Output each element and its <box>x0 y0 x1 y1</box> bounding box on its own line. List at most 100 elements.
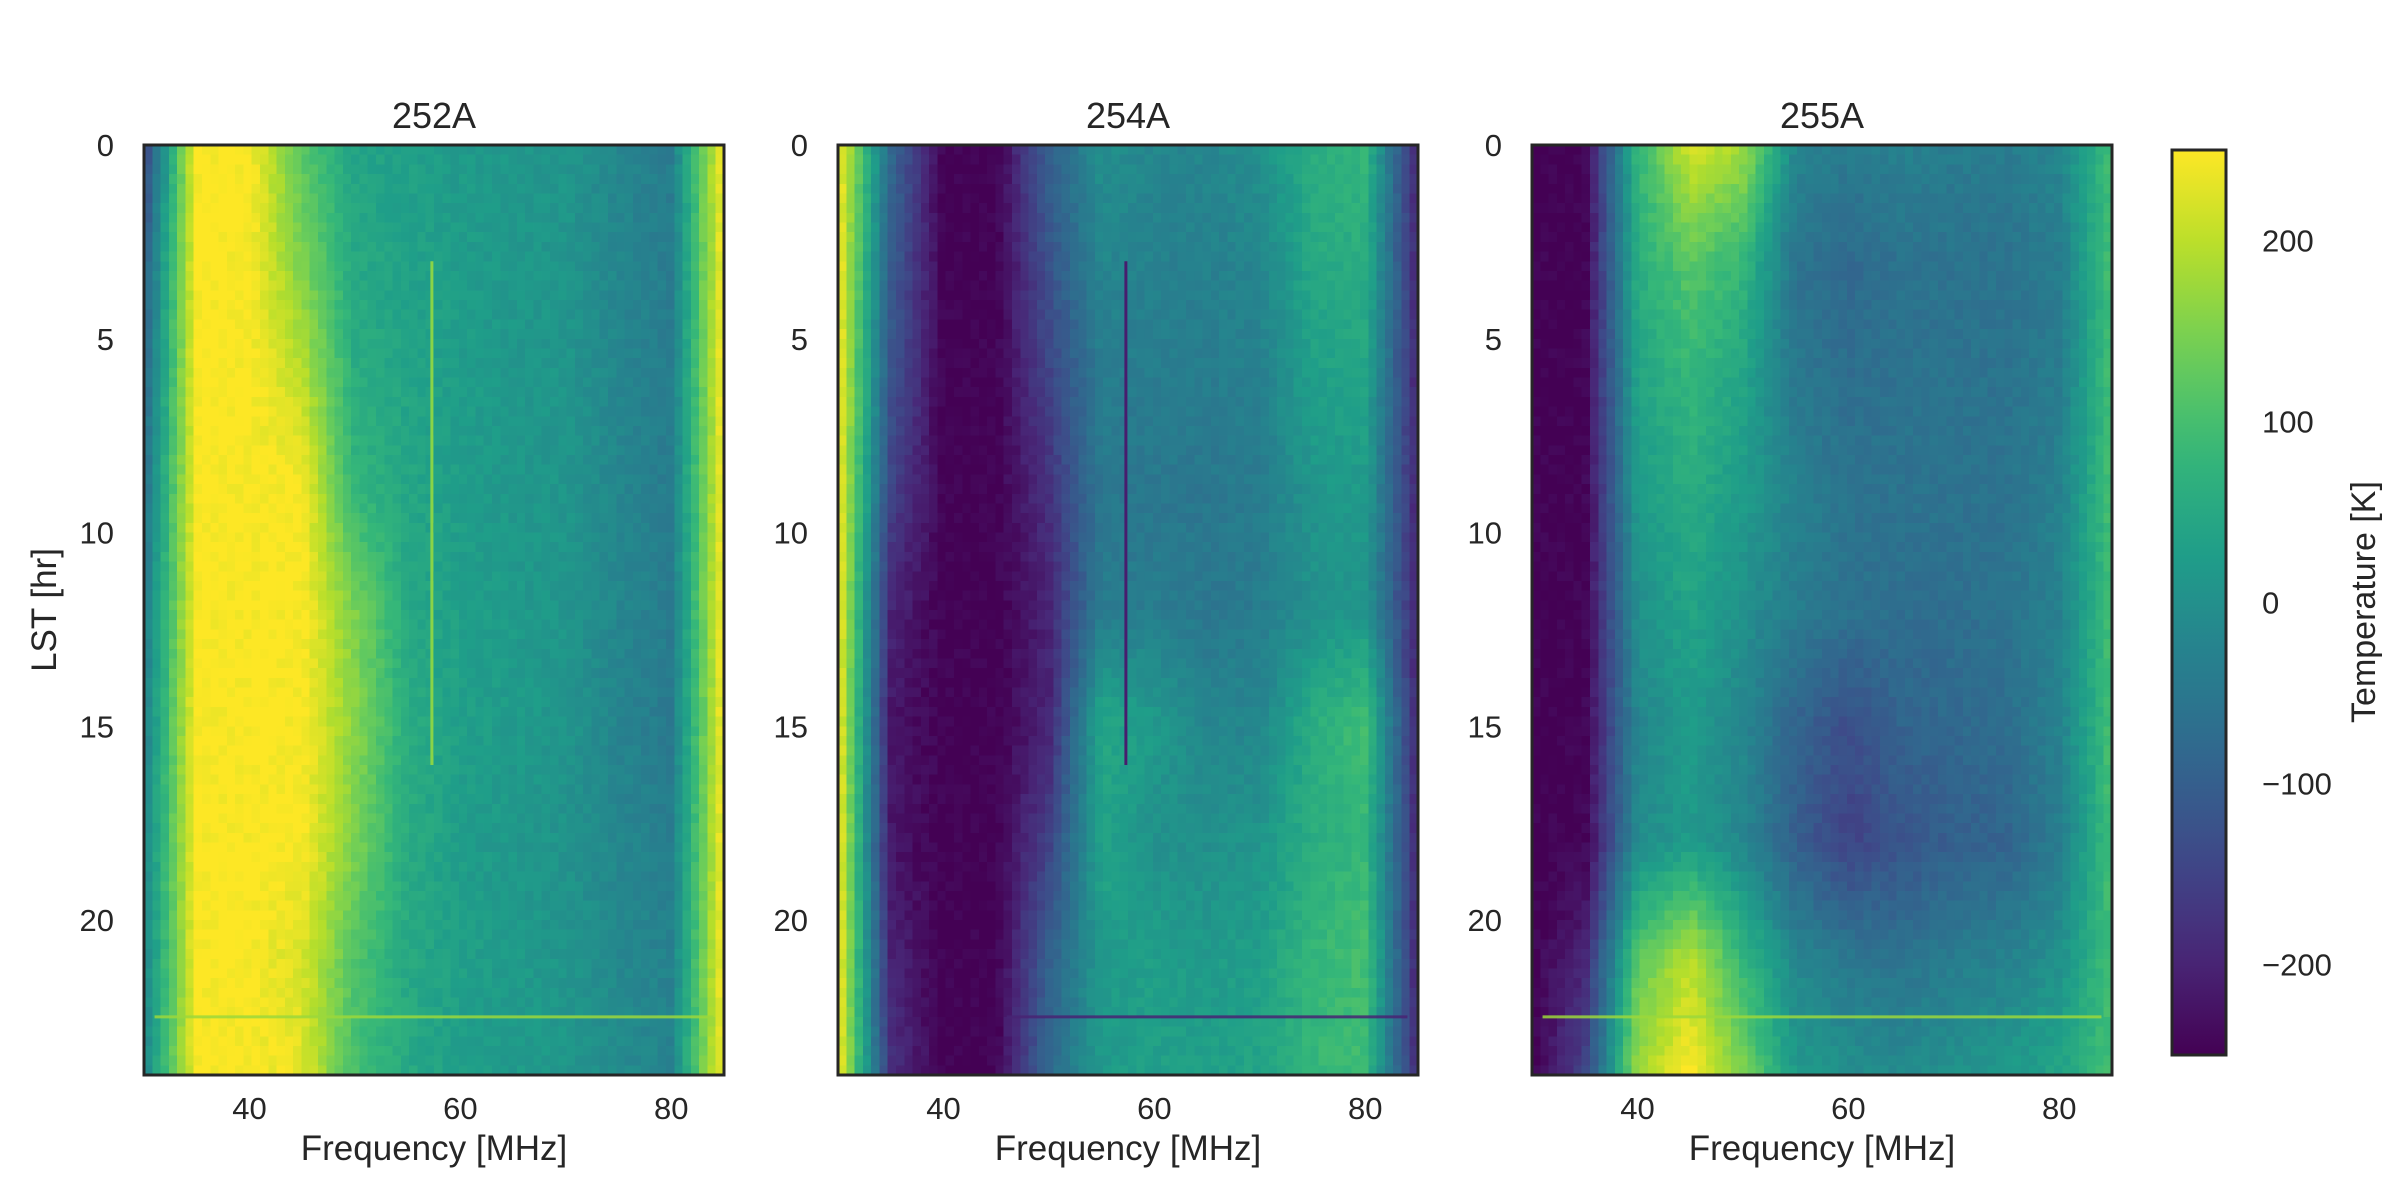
heatmap-cell <box>210 445 219 455</box>
heatmap-cell <box>484 407 493 417</box>
heatmap-cell <box>227 813 236 823</box>
heatmap-cell <box>285 358 294 368</box>
heatmap-cell <box>343 232 352 242</box>
heatmap-cell <box>260 232 269 242</box>
heatmap-cell <box>625 765 634 775</box>
heatmap-cell <box>683 407 692 417</box>
heatmap-cell <box>194 164 203 174</box>
heatmap-cell <box>674 397 683 407</box>
heatmap-cell <box>227 145 236 155</box>
heatmap-cell <box>674 445 683 455</box>
heatmap-cell <box>409 542 418 552</box>
heatmap-cell <box>277 503 286 513</box>
heatmap-cell <box>335 658 344 668</box>
heatmap-cell <box>152 484 161 494</box>
heatmap-cell <box>641 620 650 630</box>
heatmap-cell <box>343 833 352 843</box>
heatmap-cell <box>475 426 484 436</box>
heatmap-cell <box>152 755 161 765</box>
heatmap-cell <box>227 484 236 494</box>
heatmap-cell <box>434 571 443 581</box>
heatmap-cell <box>235 164 244 174</box>
heatmap-cell <box>368 416 377 426</box>
heatmap-cell <box>335 310 344 320</box>
heatmap-cell <box>227 552 236 562</box>
heatmap-cell <box>567 571 576 581</box>
heatmap-cell <box>177 639 186 649</box>
heatmap-cell <box>169 348 178 358</box>
heatmap-cell <box>658 436 667 446</box>
heatmap-cell <box>484 503 493 513</box>
heatmap-cell <box>691 300 700 310</box>
heatmap-cell <box>210 697 219 707</box>
heatmap-cell <box>368 358 377 368</box>
heatmap-cell <box>359 755 368 765</box>
heatmap-cell <box>691 804 700 814</box>
heatmap-cell <box>442 416 451 426</box>
heatmap-cell <box>384 726 393 736</box>
heatmap-cell <box>285 726 294 736</box>
heatmap-cell <box>235 658 244 668</box>
heatmap-cell <box>409 290 418 300</box>
heatmap-cell <box>326 455 335 465</box>
heatmap-cell <box>194 697 203 707</box>
heatmap-cell <box>533 523 542 533</box>
heatmap-cell <box>567 155 576 165</box>
heatmap-cell <box>202 145 211 155</box>
heatmap-cell <box>318 775 327 785</box>
heatmap-cell <box>616 707 625 717</box>
heatmap-cell <box>683 252 692 262</box>
heatmap-cell <box>335 164 344 174</box>
heatmap-cell <box>591 658 600 668</box>
heatmap-cell <box>268 591 277 601</box>
heatmap-cell <box>575 600 584 610</box>
heatmap-cell <box>575 668 584 678</box>
heatmap-cell <box>633 649 642 659</box>
heatmap-cell <box>633 717 642 727</box>
heatmap-cell <box>509 271 518 281</box>
heatmap-cell <box>451 348 460 358</box>
heatmap-cell <box>277 658 286 668</box>
heatmap-cell <box>658 804 667 814</box>
heatmap-cell <box>625 465 634 475</box>
heatmap-cell <box>575 591 584 601</box>
heatmap-cell <box>484 368 493 378</box>
heatmap-cell <box>500 746 509 756</box>
heatmap-cell <box>401 523 410 533</box>
heatmap-cell <box>707 271 716 281</box>
heatmap-cell <box>649 610 658 620</box>
heatmap-cell <box>591 407 600 417</box>
heatmap-cell <box>301 155 310 165</box>
heatmap-cell <box>509 290 518 300</box>
heatmap-cell <box>401 407 410 417</box>
heatmap-cell <box>575 348 584 358</box>
heatmap-cell <box>649 765 658 775</box>
heatmap-cell <box>252 775 261 785</box>
heatmap-cell <box>169 261 178 271</box>
heatmap-cell <box>376 271 385 281</box>
heatmap-cell <box>326 213 335 223</box>
heatmap-cell <box>210 155 219 165</box>
heatmap-cell <box>649 436 658 446</box>
heatmap-cell <box>459 474 468 484</box>
heatmap-cell <box>185 407 194 417</box>
heatmap-cell <box>268 668 277 678</box>
heatmap-cell <box>616 368 625 378</box>
heatmap-cell <box>517 407 526 417</box>
heatmap-cell <box>376 484 385 494</box>
heatmap-cell <box>409 620 418 630</box>
heatmap-cell <box>260 397 269 407</box>
heatmap-cell <box>310 445 319 455</box>
heatmap-cell <box>376 765 385 775</box>
heatmap-cell <box>484 242 493 252</box>
heatmap-cell <box>575 223 584 233</box>
heatmap-cell <box>550 474 559 484</box>
heatmap-cell <box>600 775 609 785</box>
heatmap-cell <box>235 523 244 533</box>
heatmap-cell <box>525 552 534 562</box>
heatmap-cell <box>326 503 335 513</box>
heatmap-cell <box>310 281 319 291</box>
heatmap-cell <box>310 474 319 484</box>
heatmap-cell <box>318 533 327 543</box>
heatmap-cell <box>683 562 692 572</box>
